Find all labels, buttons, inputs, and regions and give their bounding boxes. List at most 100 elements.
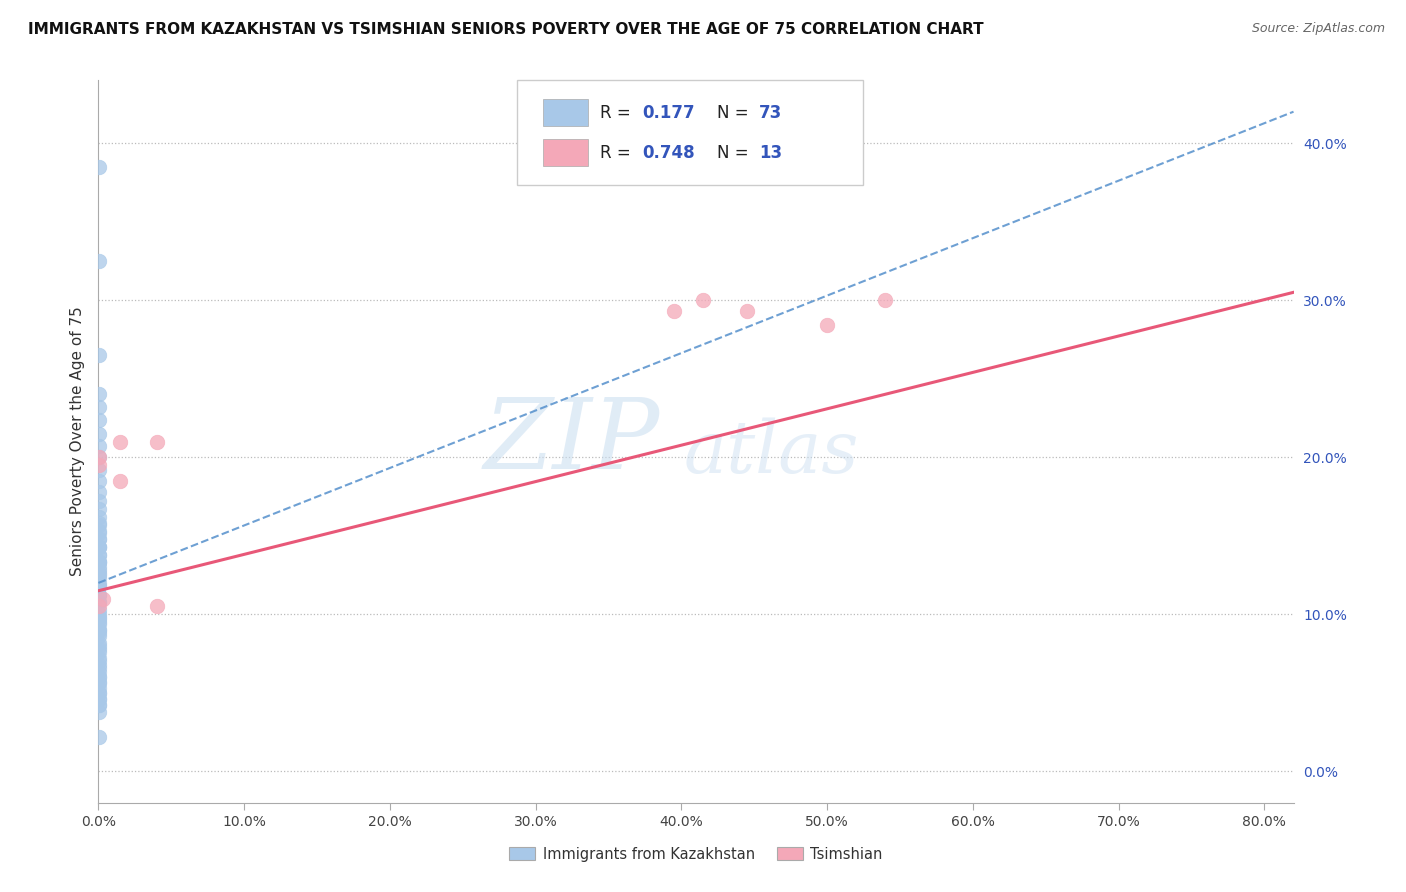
Point bbox=[87, 387, 110, 401]
Point bbox=[87, 160, 110, 174]
Point bbox=[87, 629, 110, 643]
Point bbox=[87, 532, 110, 546]
Point bbox=[87, 400, 110, 414]
Point bbox=[87, 412, 110, 426]
Point bbox=[87, 548, 110, 562]
Text: 0.748: 0.748 bbox=[643, 144, 695, 161]
Point bbox=[87, 670, 110, 684]
Point bbox=[87, 692, 110, 706]
Point bbox=[87, 595, 110, 609]
Point bbox=[87, 665, 110, 680]
Text: ZIP: ZIP bbox=[484, 394, 661, 489]
Point bbox=[87, 626, 110, 640]
Point bbox=[87, 439, 110, 453]
Point bbox=[87, 657, 110, 672]
Point bbox=[87, 540, 110, 554]
Point bbox=[87, 623, 110, 637]
Point bbox=[87, 674, 110, 689]
Point bbox=[110, 434, 132, 449]
Point bbox=[87, 615, 110, 630]
Point bbox=[87, 651, 110, 665]
Point bbox=[87, 639, 110, 653]
Point bbox=[87, 623, 110, 637]
Point bbox=[87, 602, 110, 616]
Point bbox=[87, 692, 110, 706]
Point bbox=[87, 540, 110, 554]
Point bbox=[735, 304, 758, 318]
Point bbox=[87, 595, 110, 609]
Point bbox=[87, 686, 110, 700]
Text: 0.177: 0.177 bbox=[643, 103, 695, 122]
Point bbox=[87, 494, 110, 508]
Point bbox=[87, 645, 110, 659]
FancyBboxPatch shape bbox=[517, 80, 863, 185]
Point bbox=[87, 661, 110, 675]
Point bbox=[87, 670, 110, 684]
Point bbox=[87, 589, 110, 603]
Point bbox=[87, 517, 110, 532]
Text: atlas: atlas bbox=[685, 417, 859, 488]
Point bbox=[110, 474, 132, 488]
Point bbox=[87, 458, 110, 472]
Point bbox=[87, 705, 110, 719]
Point bbox=[87, 571, 110, 585]
Point bbox=[87, 516, 110, 531]
Point bbox=[87, 612, 110, 626]
Point bbox=[87, 463, 110, 477]
Point bbox=[87, 616, 110, 631]
Point bbox=[87, 524, 110, 538]
Point bbox=[87, 599, 110, 614]
Point bbox=[87, 589, 110, 603]
Point bbox=[87, 610, 110, 624]
Text: 13: 13 bbox=[759, 144, 782, 161]
Point bbox=[87, 579, 110, 593]
Point bbox=[815, 318, 838, 333]
Point bbox=[87, 641, 110, 656]
Point bbox=[87, 563, 110, 577]
Legend: Immigrants from Kazakhstan, Tsimshian: Immigrants from Kazakhstan, Tsimshian bbox=[503, 841, 889, 868]
Point bbox=[87, 556, 110, 570]
Point bbox=[145, 434, 167, 449]
Y-axis label: Seniors Poverty Over the Age of 75: Seniors Poverty Over the Age of 75 bbox=[69, 307, 84, 576]
Point bbox=[87, 575, 110, 590]
Point bbox=[87, 566, 110, 581]
Point bbox=[87, 676, 110, 690]
Text: 73: 73 bbox=[759, 103, 783, 122]
Text: R =: R = bbox=[600, 144, 637, 161]
Text: N =: N = bbox=[717, 144, 755, 161]
FancyBboxPatch shape bbox=[543, 99, 589, 127]
Point bbox=[87, 474, 110, 488]
Point bbox=[87, 502, 110, 516]
Point bbox=[87, 484, 110, 499]
Point bbox=[87, 548, 110, 562]
Text: IMMIGRANTS FROM KAZAKHSTAN VS TSIMSHIAN SENIORS POVERTY OVER THE AGE OF 75 CORRE: IMMIGRANTS FROM KAZAKHSTAN VS TSIMSHIAN … bbox=[28, 22, 984, 37]
Text: R =: R = bbox=[600, 103, 637, 122]
Point bbox=[87, 540, 110, 554]
Point bbox=[87, 698, 110, 713]
Point bbox=[87, 635, 110, 649]
Point bbox=[875, 293, 897, 308]
Point bbox=[662, 304, 685, 318]
Point bbox=[692, 293, 714, 308]
Point bbox=[87, 253, 110, 268]
Point bbox=[87, 510, 110, 524]
FancyBboxPatch shape bbox=[543, 139, 589, 166]
Point bbox=[87, 525, 110, 540]
Point bbox=[87, 568, 110, 582]
Point bbox=[87, 730, 110, 744]
Point bbox=[145, 599, 167, 614]
Point bbox=[87, 450, 110, 465]
Point bbox=[87, 579, 110, 593]
Text: N =: N = bbox=[717, 103, 755, 122]
Point bbox=[87, 426, 110, 441]
Text: Source: ZipAtlas.com: Source: ZipAtlas.com bbox=[1251, 22, 1385, 36]
Point bbox=[87, 348, 110, 362]
Point bbox=[87, 556, 110, 570]
Point bbox=[87, 698, 110, 713]
Point bbox=[87, 556, 110, 570]
Point bbox=[91, 591, 114, 606]
Point bbox=[87, 686, 110, 700]
Point bbox=[87, 607, 110, 622]
Point bbox=[87, 560, 110, 574]
Point bbox=[87, 532, 110, 546]
